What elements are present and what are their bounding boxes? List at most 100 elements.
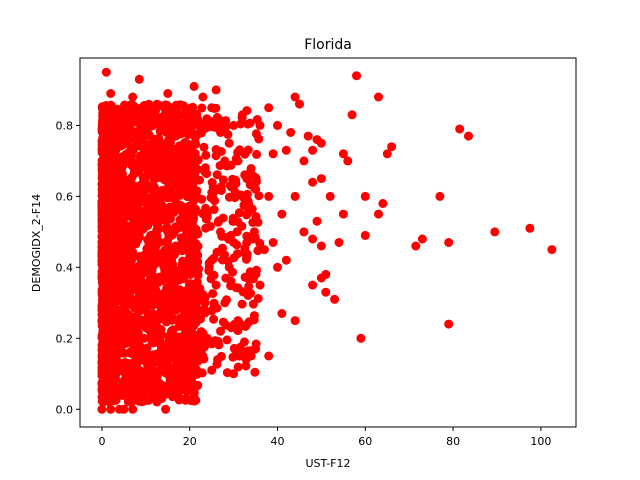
plot-points [97, 67, 557, 414]
data-point [189, 267, 199, 277]
data-point [226, 323, 236, 333]
data-point [211, 184, 221, 194]
data-point [444, 238, 454, 247]
data-point [114, 321, 123, 331]
data-point [382, 149, 392, 159]
data-point [125, 311, 135, 321]
data-point [124, 231, 133, 240]
data-point [255, 120, 265, 130]
data-point [98, 228, 108, 238]
data-point [126, 196, 135, 205]
data-point [411, 241, 421, 251]
data-point [182, 227, 192, 237]
data-point [216, 326, 225, 336]
data-point [190, 360, 200, 370]
data-point [102, 263, 111, 273]
data-point [139, 268, 149, 277]
data-point [243, 208, 253, 218]
data-point [175, 367, 185, 377]
data-point [147, 162, 157, 172]
data-point [220, 298, 230, 308]
data-point [152, 396, 162, 406]
data-point [229, 369, 239, 379]
y-tick-label: 0.8 [56, 119, 74, 132]
data-point [113, 239, 123, 249]
data-point [191, 190, 201, 200]
x-tick-label: 100 [530, 435, 551, 448]
data-point [150, 107, 160, 117]
data-point [286, 128, 296, 137]
data-point [172, 224, 182, 234]
data-point [347, 110, 357, 120]
data-point [216, 227, 225, 237]
data-point [242, 287, 252, 297]
data-point [171, 376, 181, 386]
data-point [116, 116, 126, 126]
data-point [194, 305, 203, 315]
data-point [113, 227, 122, 237]
y-tick-label: 0.6 [56, 190, 74, 203]
data-point [255, 280, 265, 290]
data-point [136, 195, 146, 205]
data-point [167, 193, 177, 203]
data-point [235, 145, 245, 155]
data-point [212, 247, 222, 257]
data-point [144, 297, 154, 307]
data-point [167, 130, 177, 140]
data-point [98, 216, 108, 226]
data-point [316, 241, 326, 251]
data-point [113, 362, 123, 372]
data-point [178, 234, 188, 243]
data-point [190, 333, 200, 343]
data-point [183, 130, 193, 140]
data-point [99, 243, 109, 253]
data-point [145, 206, 155, 216]
data-point [220, 156, 230, 166]
data-point [102, 110, 112, 120]
data-point [103, 118, 113, 128]
data-point [109, 203, 119, 213]
data-point [156, 337, 166, 347]
data-point [237, 110, 247, 120]
data-point [106, 183, 116, 193]
data-point [250, 367, 260, 377]
data-point [154, 294, 164, 304]
data-point [122, 137, 132, 147]
data-point [143, 395, 153, 405]
data-point [104, 271, 114, 281]
data-point [325, 191, 335, 201]
data-point [209, 205, 219, 214]
data-point [254, 134, 264, 144]
data-point [167, 351, 177, 361]
plot-frame [79, 57, 577, 428]
data-point [217, 255, 227, 265]
data-point [164, 138, 174, 148]
data-point [175, 152, 185, 162]
data-point [142, 179, 151, 189]
data-point [224, 138, 234, 148]
data-point [218, 175, 228, 185]
data-point [164, 232, 174, 242]
data-point [148, 309, 157, 319]
data-point [207, 365, 217, 375]
data-point [195, 175, 204, 185]
data-point [156, 325, 166, 334]
data-point [145, 289, 155, 299]
data-point [125, 100, 135, 110]
data-point [136, 207, 146, 217]
data-point [163, 89, 173, 98]
data-point [321, 287, 331, 297]
data-point [221, 273, 231, 283]
data-point [115, 285, 125, 295]
data-point [181, 395, 191, 405]
data-point [102, 311, 111, 321]
data-point [233, 362, 243, 372]
data-point [200, 298, 210, 308]
data-point [273, 120, 282, 130]
data-point [100, 377, 110, 387]
data-point [161, 368, 171, 378]
data-point [338, 209, 348, 219]
data-point [186, 347, 196, 357]
data-point [181, 183, 191, 192]
